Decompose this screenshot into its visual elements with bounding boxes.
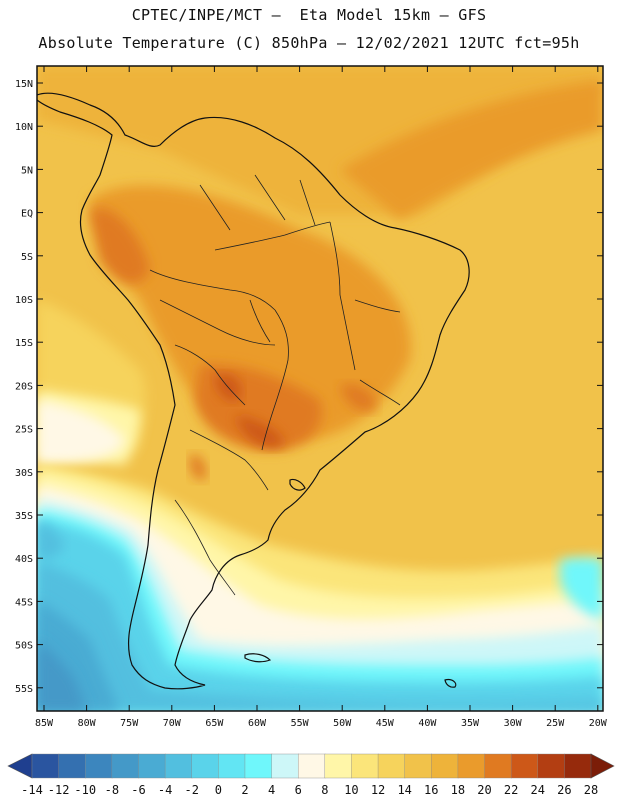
colorbar-bin [297,753,326,779]
colorbar-label: 12 [371,783,385,797]
lon-label: 75W [120,718,139,729]
colorbar-bin [85,753,113,779]
lon-label: 45W [376,718,395,729]
colorbar-label: 24 [531,783,545,797]
lon-label: 20W [589,718,608,729]
lon-label: 60W [248,718,267,729]
colorbar-label: 8 [321,783,328,797]
lon-label: 85W [35,718,54,729]
colorbar-label: -2 [184,783,198,797]
lat-label: 25S [15,425,33,436]
map-title-line2: Absolute Temperature (C) 850hPa – 12/02/… [38,34,580,52]
lon-label: 30W [504,718,523,729]
lat-label: EQ [21,209,33,220]
lat-label: 20S [15,381,33,392]
colorbar-bin [244,753,273,779]
colorbar-label: 26 [557,783,571,797]
colorbar-label: 28 [584,783,598,797]
colorbar-bin [324,753,353,779]
lat-label: 5S [21,252,33,263]
coastline [37,92,470,690]
colorbar-label: 0 [215,783,222,797]
lon-label: 70W [163,718,182,729]
lon-label: 25W [546,718,565,729]
colorbar-label: 20 [477,783,491,797]
colorbar-bin [111,753,140,779]
colorbar-bin [164,753,193,779]
colorbar-label: -4 [158,783,172,797]
lon-label: 50W [333,718,352,729]
lon-label: 40W [418,718,437,729]
colorbar-bin [377,753,406,779]
colorbar-label: -6 [131,783,145,797]
lat-label: 50S [15,641,33,652]
temperature-field [37,66,603,711]
lat-label: 45S [15,597,33,608]
colorbar: -14 -12 -10 -8 -6 -4 -2 0 2 4 6 8 10 12 14 16 18 20 22 24 26… [7,753,615,797]
lon-label: 65W [205,718,224,729]
colorbar-bin [510,753,539,779]
colorbar-bin [58,753,86,779]
colorbar-label: -10 [74,783,96,797]
lat-label: 35S [15,511,33,522]
colorbar-bin [351,753,379,779]
colorbar-label: 4 [268,783,275,797]
colorbar-bin [218,753,246,779]
colorbar-label: -8 [105,783,119,797]
lat-label: 30S [15,468,33,479]
colorbar-bin [484,753,512,779]
lat-label: 5N [21,165,33,176]
colorbar-bin [564,753,592,779]
colorbar-label: 10 [344,783,358,797]
map-frame [36,65,604,712]
colorbar-label: -14 [21,783,43,797]
longitude-axis: 85W 80W 75W 70W 65W 60W 55W 50W 45W 40W 35W 30W 25W 2… [35,66,608,729]
lat-label: 10S [15,295,33,306]
colorbar-label: 18 [451,783,465,797]
colorbar-bin [404,753,432,779]
lat-label: 10N [15,122,33,133]
lat-label: 15N [15,79,33,90]
lat-label: 15S [15,338,33,349]
lat-label: 40S [15,554,33,565]
colorbar-label: -12 [48,783,70,797]
colorbar-bin [138,753,166,779]
latitude-axis: 15N 10N 5N EQ 5S 10S 15S 20S 25S 30S 35S 40S 45S 50S 5… [15,79,603,695]
lon-label: 80W [78,718,97,729]
colorbar-label: 14 [397,783,411,797]
lon-label: 35W [461,718,480,729]
colorbar-label: 16 [424,783,438,797]
colorbar-label: 6 [295,783,302,797]
country-borders [149,174,401,596]
colorbar-bin [191,753,220,779]
map-title-line1: CPTEC/INPE/MCT – Eta Model 15km – GFS [131,6,487,24]
colorbar-bin [431,753,459,779]
colorbar-bin [457,753,486,779]
colorbar-label: 2 [241,783,248,797]
colorbar-bin [271,753,299,779]
colorbar-high-arrow [590,753,615,779]
colorbar-label: 22 [504,783,518,797]
lon-label: 55W [291,718,310,729]
colorbar-bin [537,753,566,779]
lat-label: 55S [15,684,33,695]
colorbar-low-arrow [7,753,33,779]
colorbar-bin [31,753,60,779]
